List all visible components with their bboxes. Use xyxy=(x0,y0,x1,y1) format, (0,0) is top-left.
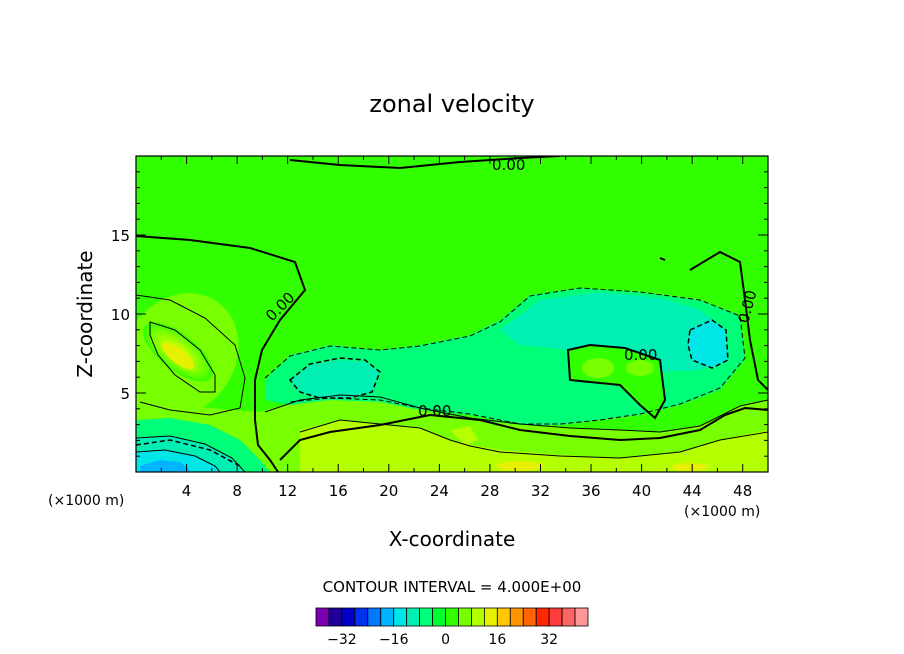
y-tick-label: 10 xyxy=(111,306,130,324)
y-axis-label: Z-coordinate xyxy=(73,250,97,377)
x-tick-label: 44 xyxy=(683,482,702,500)
colorbar-swatch xyxy=(548,607,563,627)
x-tick-label: 12 xyxy=(278,482,297,500)
x-tick-label: 40 xyxy=(632,482,651,500)
bottom-yellow-patch-left xyxy=(496,461,544,471)
colorbar-swatch xyxy=(522,607,537,627)
x-axis-label: X-coordinate xyxy=(389,527,516,551)
contour-lines-negative xyxy=(136,287,746,467)
y-tick-label: 15 xyxy=(111,227,130,245)
left-mid-teal-patch xyxy=(290,360,380,398)
colorbar-swatch xyxy=(341,607,356,627)
left-jet-max xyxy=(161,342,195,370)
chart-title: zonal velocity xyxy=(369,90,534,118)
bottom-yellow-region xyxy=(300,420,768,472)
x-tick-label: 8 xyxy=(232,482,242,500)
right-cyan-patch xyxy=(688,320,728,368)
x-tick-label: 28 xyxy=(480,482,499,500)
lower-mid-yellow-streak-2 xyxy=(450,426,478,446)
colorbar-tick-label: −16 xyxy=(379,632,409,648)
contour-field: 0.00 0.00 0.00 0.00 0.00 xyxy=(136,156,768,472)
colorbar-swatch xyxy=(574,607,589,627)
colorbar-swatch xyxy=(445,607,459,627)
colorbar-swatch xyxy=(471,607,485,627)
right-positive-core-2 xyxy=(626,360,654,376)
colorbar: −32 −16 0 16 32 xyxy=(315,607,589,648)
colorbar-swatch xyxy=(315,607,330,627)
x-tick-label: 36 xyxy=(581,482,600,500)
zero-label-bottom: 0.00 xyxy=(418,402,451,420)
colorbar-swatch xyxy=(458,607,472,627)
right-positive-core xyxy=(582,358,614,378)
colorbar-swatch xyxy=(483,607,498,627)
x-tick-label: 4 xyxy=(182,482,192,500)
lower-left-blue-region xyxy=(140,460,192,472)
zero-label-top: 0.00 xyxy=(492,156,525,174)
colorbar-swatch xyxy=(393,607,408,627)
colorbar-swatch xyxy=(419,607,433,627)
colorbar-tick-label: −32 xyxy=(327,632,357,648)
colorbar-swatch xyxy=(354,607,369,627)
x-unit-left: (×1000 m) xyxy=(48,493,124,509)
colorbar-swatch xyxy=(432,607,446,627)
colorbar-tick-label: 32 xyxy=(540,632,558,648)
colorbar-swatch xyxy=(509,607,524,627)
mid-teal-band xyxy=(500,292,725,372)
zero-contour-labels: 0.00 0.00 0.00 0.00 0.00 xyxy=(262,156,760,420)
contour-interval-text: CONTOUR INTERVAL = 4.000E+00 xyxy=(323,578,582,596)
x-tick-label: 20 xyxy=(379,482,398,500)
x-tick-label: 24 xyxy=(430,482,449,500)
bottom-layer-region xyxy=(136,395,768,472)
x-tick-label: 16 xyxy=(329,482,348,500)
x-unit-right: (×1000 m) xyxy=(684,504,760,520)
colorbar-tick-label: 0 xyxy=(441,632,450,648)
zero-label-right: 0.00 xyxy=(624,346,657,364)
x-tick-label: 32 xyxy=(531,482,550,500)
bottom-yellow-patch-right xyxy=(672,463,708,471)
colorbar-tick-label: 16 xyxy=(488,632,506,648)
contour-lines-zero xyxy=(136,156,768,472)
colorbar-swatch xyxy=(406,607,421,627)
colorbar-swatch xyxy=(561,607,576,627)
y-tick-label: 5 xyxy=(120,385,130,403)
lower-mid-yellow-streak xyxy=(320,432,410,452)
x-tick-label: 48 xyxy=(733,482,752,500)
colorbar-swatch xyxy=(496,607,511,627)
contour-lines-thin xyxy=(136,294,768,472)
colorbar-swatch xyxy=(328,607,343,627)
colorbar-swatch xyxy=(367,607,382,627)
colorbar-swatch xyxy=(535,607,550,627)
colorbar-swatch xyxy=(380,607,395,627)
